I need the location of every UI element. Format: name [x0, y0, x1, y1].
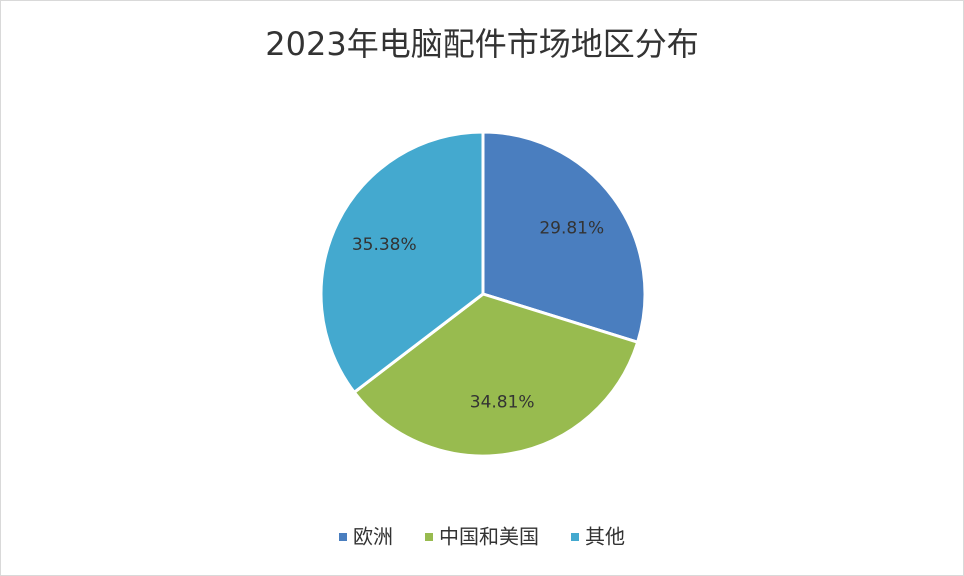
- legend-label: 中国和美国: [439, 525, 539, 549]
- legend-marker: [339, 533, 347, 541]
- legend-marker: [571, 533, 579, 541]
- pie-slice: [319, 130, 485, 395]
- legend-label: 欧洲: [353, 525, 393, 549]
- pie-slice: [481, 130, 647, 345]
- legend-label: 其他: [585, 525, 625, 549]
- pie-slice: [352, 292, 640, 458]
- data-label: 29.81%: [539, 219, 604, 239]
- legend-marker: [425, 533, 433, 541]
- data-label: 34.81%: [470, 392, 535, 412]
- data-label: 35.38%: [352, 235, 417, 255]
- chart-title: 2023年电脑配件市场地区分布: [265, 25, 698, 63]
